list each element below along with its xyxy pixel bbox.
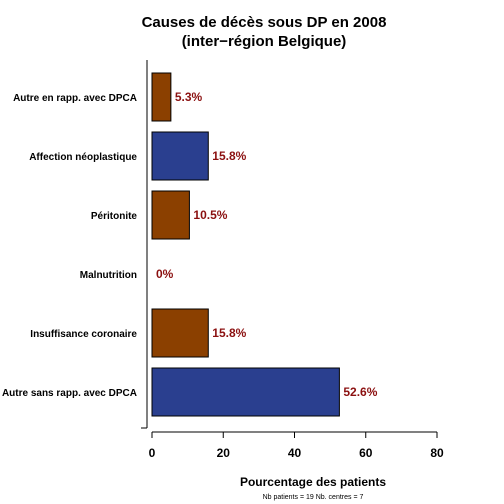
category-label: Affection néoplastique	[29, 152, 137, 163]
x-tick-label: 20	[217, 446, 231, 460]
bars-layer	[151, 72, 340, 417]
value-label: 0%	[156, 267, 174, 281]
category-label: Malnutrition	[80, 270, 137, 281]
chart-title-line-2: (inter−région Belgique)	[182, 33, 347, 50]
x-tick-label: 80	[430, 446, 444, 460]
bar	[151, 367, 340, 417]
category-label: Autre en rapp. avec DPCA	[13, 93, 137, 104]
labels-layer: Autre en rapp. avec DPCA 5.3% Affection né…	[2, 90, 378, 399]
bar	[151, 72, 172, 122]
footnote: Nb patients = 19 Nb. centres = 7	[263, 494, 364, 501]
chart-title-line-1: Causes de décès sous DP en 2008	[142, 14, 387, 31]
x-tick-label: 40	[288, 446, 302, 460]
x-axis-label: Pourcentage des patients	[240, 475, 386, 489]
value-label: 52.6%	[343, 385, 377, 399]
x-tick-label: 0	[149, 446, 156, 460]
x-tick-label: 60	[359, 446, 373, 460]
value-label: 5.3%	[175, 90, 203, 104]
category-label: Insuffisance coronaire	[30, 329, 137, 340]
bar	[151, 190, 190, 240]
value-label: 10.5%	[193, 208, 227, 222]
value-label: 15.8%	[212, 326, 246, 340]
x-ticks-layer: 0 20 40 60 80	[149, 432, 444, 460]
value-label: 15.8%	[212, 149, 246, 163]
category-label: Autre sans rapp. avec DPCA	[2, 388, 137, 399]
category-label: Péritonite	[91, 211, 138, 222]
bar	[151, 308, 209, 358]
bar	[151, 131, 209, 181]
